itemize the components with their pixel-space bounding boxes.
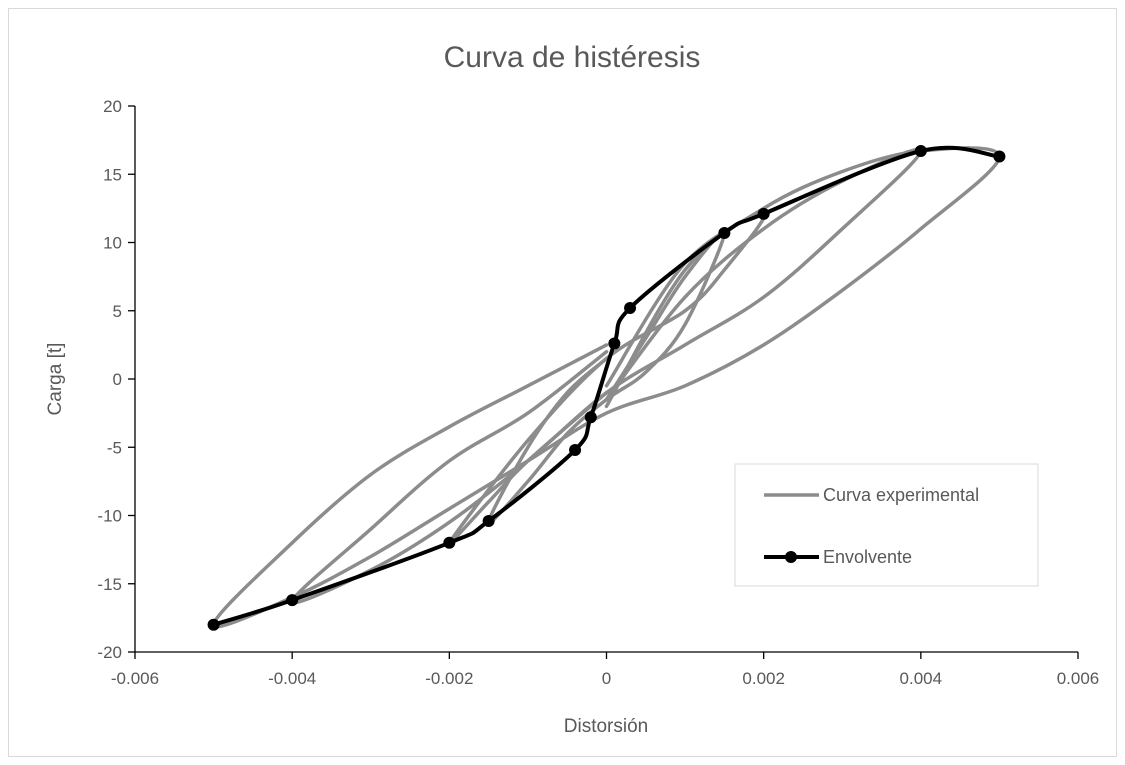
envelope-point (443, 536, 456, 549)
y-tick-label: 15 (103, 165, 122, 184)
y-tick-label: 10 (103, 234, 122, 253)
x-axis-title: Distorsión (564, 716, 648, 737)
envelope-point (482, 514, 495, 527)
y-tick-label: 0 (113, 370, 122, 389)
experimental-cycle-line (211, 146, 1002, 629)
y-tick-label: 20 (103, 97, 122, 116)
envelope-point (207, 618, 220, 631)
legend-box (734, 463, 1039, 587)
envelope-point (757, 207, 770, 220)
x-tick-label: -0.002 (425, 669, 473, 688)
legend-label-experimental: Curva experimental (823, 485, 979, 505)
x-tick-label: 0.006 (1057, 669, 1100, 688)
envelope-point (608, 337, 621, 350)
experimental-cycle-line (446, 212, 767, 547)
hysteresis-chart: Curva de histéresis Distorsión Carga [t]… (45, 41, 1099, 737)
y-tick-label: -15 (97, 575, 122, 594)
experimental-cycle-line (486, 229, 727, 525)
y-tick-label: -10 (97, 507, 122, 526)
chart-title: Curva de histéresis (444, 41, 701, 74)
y-tick-label: 5 (113, 302, 122, 321)
envelope-point (286, 594, 299, 607)
legend: Curva experimental Envolvente (734, 463, 1039, 587)
experimental-cycle-line (290, 147, 923, 605)
x-tick-label: 0 (602, 669, 611, 688)
envelope-point (718, 226, 731, 239)
x-tick-label: -0.006 (111, 669, 159, 688)
x-tick-label: -0.004 (268, 669, 316, 688)
x-tick-label: 0.004 (900, 669, 943, 688)
envelope-point (914, 145, 927, 158)
legend-marker-envelope (785, 551, 797, 563)
y-tick-label: -5 (107, 438, 122, 457)
envelope-point (624, 302, 637, 315)
envelope-line (213, 145, 1000, 627)
x-tick-label: 0.002 (742, 669, 785, 688)
chart-area: Curva de histéresis Distorsión Carga [t]… (8, 8, 1117, 757)
envelope-point (993, 150, 1006, 163)
y-axis-title: Carga [t] (45, 343, 66, 416)
plot-area: 20 15 10 5 0 -5 -10 -15 -20 -0.006 -0.004 -0.002 0 0.… (97, 97, 1099, 688)
legend-label-envelope: Envolvente (823, 547, 912, 567)
envelope-point (584, 411, 597, 424)
y-tick-label: -20 (97, 643, 122, 662)
envelope-point (569, 443, 582, 456)
